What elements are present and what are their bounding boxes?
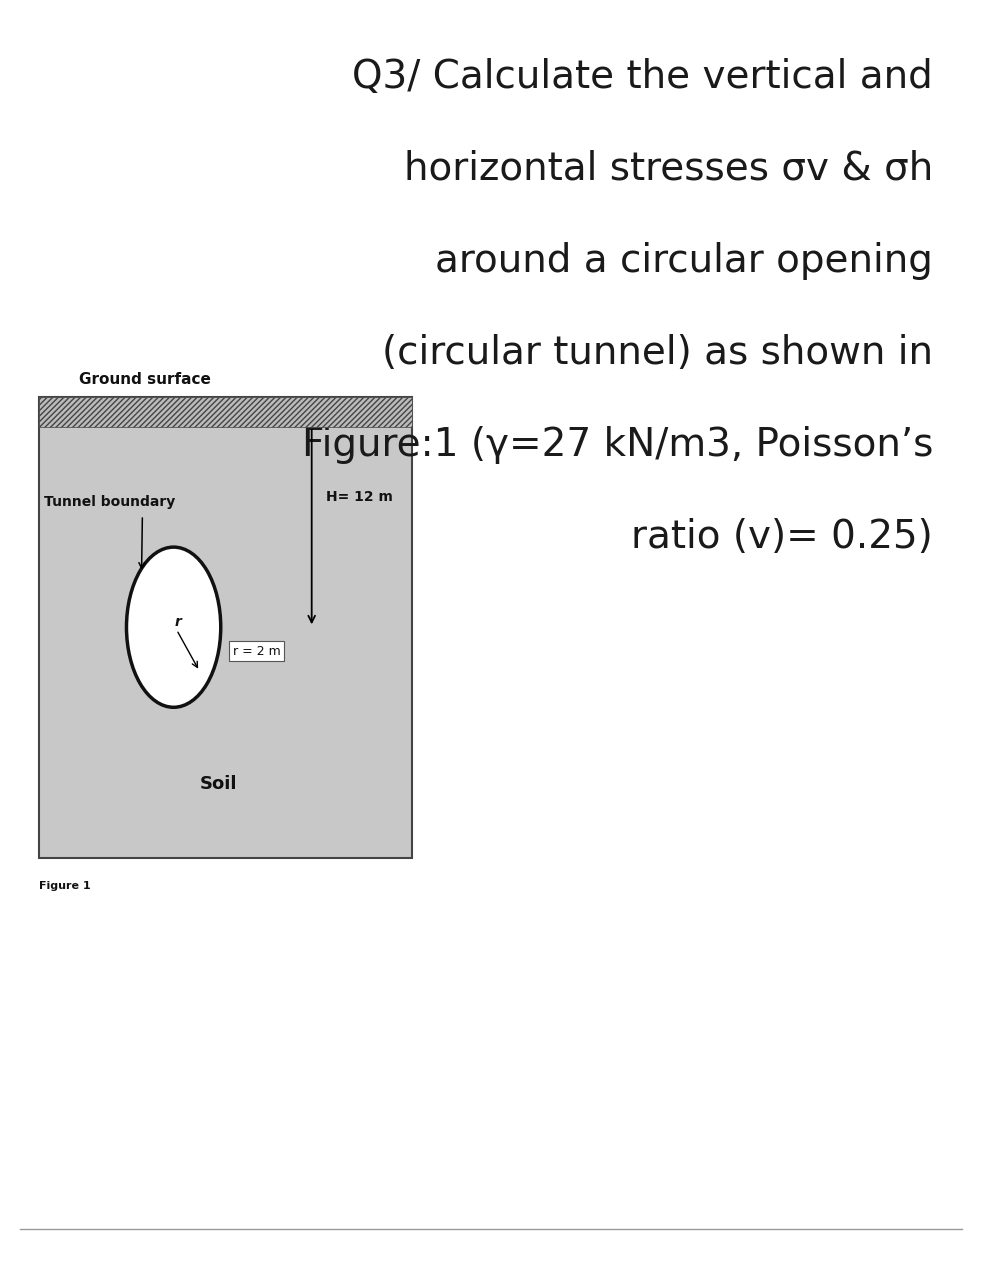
- Text: Soil: Soil: [199, 774, 237, 792]
- Text: (circular tunnel) as shown in: (circular tunnel) as shown in: [382, 334, 933, 372]
- Text: Tunnel boundary: Tunnel boundary: [44, 494, 176, 508]
- Ellipse shape: [127, 547, 221, 708]
- Text: ratio (v)= 0.25): ratio (v)= 0.25): [631, 518, 933, 557]
- Bar: [39, 397, 412, 858]
- Text: around a circular opening: around a circular opening: [435, 242, 933, 280]
- Bar: [39, 397, 412, 426]
- Text: r: r: [174, 616, 181, 628]
- Text: Figure:1 (γ=27 kN/m3, Poisson’s: Figure:1 (γ=27 kN/m3, Poisson’s: [301, 426, 933, 465]
- Text: horizontal stresses σv & σh: horizontal stresses σv & σh: [404, 150, 933, 188]
- Text: Q3/ Calculate the vertical and: Q3/ Calculate the vertical and: [353, 58, 933, 96]
- Text: r = 2 m: r = 2 m: [233, 645, 280, 658]
- Text: H= 12 m: H= 12 m: [326, 490, 394, 504]
- Text: Ground surface: Ground surface: [79, 371, 210, 387]
- Text: Figure 1: Figure 1: [39, 881, 91, 891]
